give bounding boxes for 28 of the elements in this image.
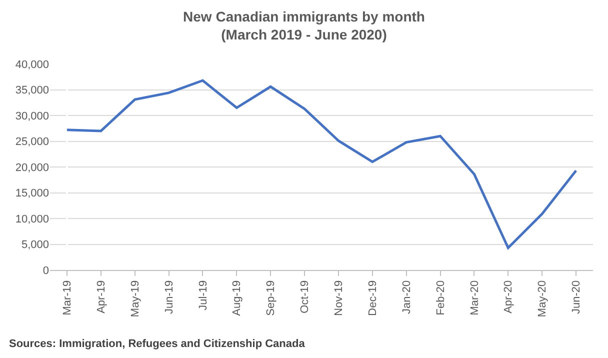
x-tick-label: Nov-19 [333, 280, 346, 316]
x-tick-label: Apr-20 [502, 280, 515, 314]
y-tick-label: 5,000 [21, 239, 49, 252]
x-tick-label: Oct-19 [299, 280, 312, 314]
x-tick-label: Jun-19 [163, 280, 176, 314]
source-note: Sources: Immigration, Refugees and Citizenship Canada [9, 338, 306, 350]
y-tick-label: 15,000 [15, 188, 49, 200]
chart-title: New Canadian immigrants by month (March 2019 - June 2020) [183, 8, 425, 43]
y-tick-label: 25,000 [15, 136, 49, 148]
x-tick-label: Jun-20 [570, 280, 583, 314]
x-tick-label: Sep-19 [265, 280, 278, 316]
x-tick-label: Apr-19 [95, 280, 108, 314]
y-tick-label: 20,000 [15, 162, 49, 174]
x-tick-label: May-19 [129, 280, 142, 318]
x-tick-label: Dec-19 [366, 280, 379, 316]
y-tick-label: 30,000 [15, 110, 49, 122]
x-tick-label: Feb-20 [434, 280, 447, 316]
line-series [66, 79, 578, 250]
y-tick-label: 10,000 [15, 213, 49, 226]
x-tick-label: Jul-19 [197, 280, 210, 310]
y-tick-label: 0 [42, 264, 49, 277]
x-tick-label: Aug-19 [231, 280, 244, 316]
y-tick-label: 35,000 [15, 84, 49, 97]
x-tick-label: Jan-20 [400, 280, 413, 314]
x-tick-label: May-20 [536, 280, 549, 318]
x-tick-label: Mar-19 [62, 280, 74, 316]
x-tick-label: Mar-20 [468, 280, 481, 316]
y-tick-label: 40,000 [15, 58, 49, 71]
